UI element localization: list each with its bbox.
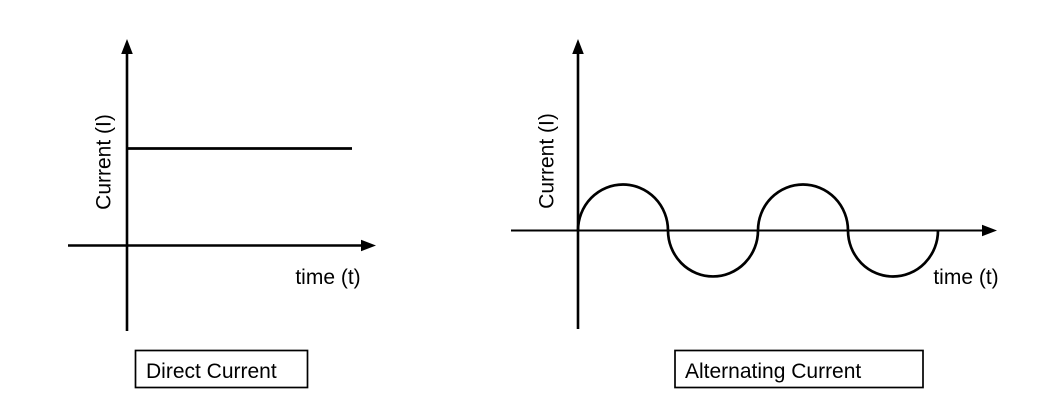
ac-caption-box <box>674 349 924 389</box>
dc-x-axis-arrow-icon <box>361 239 376 252</box>
dc-y-axis-label: Current (I) <box>93 114 116 210</box>
ac-y-axis-label: Current (I) <box>536 113 559 209</box>
alternating-current-diagram: Current (I) time (t) Alternating Current <box>511 39 999 389</box>
ac-caption: Alternating Current <box>685 360 861 383</box>
direct-current-diagram: Current (I) time (t) Direct Current <box>68 39 376 389</box>
dc-caption-box <box>134 349 309 389</box>
dc-x-axis-label: time (t) <box>295 266 360 289</box>
ac-y-axis-arrow-icon <box>572 39 584 54</box>
ac-x-axis-label: time (t) <box>933 266 998 289</box>
ac-sine-wave <box>576 183 940 278</box>
dc-y-axis-arrow-icon <box>121 39 133 54</box>
dc-caption: Direct Current <box>146 360 277 383</box>
ac-x-axis-arrow-icon <box>982 224 997 237</box>
